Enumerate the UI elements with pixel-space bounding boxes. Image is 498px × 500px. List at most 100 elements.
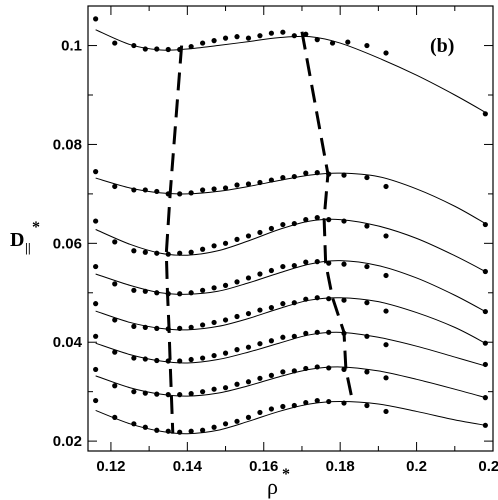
y-tick-label: 0.08: [53, 136, 82, 153]
series-curve-3: [95, 218, 486, 272]
data-point: [131, 42, 137, 49]
data-point: [131, 421, 137, 427]
data-point: [268, 30, 274, 36]
data-point: [364, 263, 370, 270]
series-curve-2: [95, 172, 486, 224]
dashed-line-2: [300, 31, 354, 401]
data-point: [188, 356, 194, 363]
data-point: [280, 403, 286, 410]
data-point: [314, 37, 320, 43]
data-point: [234, 279, 240, 285]
data-point: [131, 248, 137, 254]
data-point: [257, 307, 263, 313]
data-point: [291, 368, 297, 374]
data-point: [222, 185, 229, 191]
series-curve-6: [95, 331, 486, 367]
data-point: [211, 186, 217, 192]
data-point: [245, 310, 252, 317]
data-point: [112, 183, 118, 190]
data-point: [177, 291, 183, 297]
data-point: [142, 249, 148, 255]
data-point: [165, 392, 171, 398]
data-point: [329, 40, 336, 46]
data-point: [482, 308, 488, 315]
x-tick-label: 0.2: [406, 458, 427, 475]
data-point: [364, 223, 370, 229]
data-point: [482, 422, 488, 428]
data-point: [165, 251, 171, 257]
y-axis-label-sub: ||: [25, 240, 31, 255]
data-point: [154, 357, 160, 364]
data-point: [177, 392, 183, 398]
data-point: [291, 402, 297, 409]
data-point: [257, 341, 263, 347]
data-point: [177, 429, 183, 435]
data-point: [291, 220, 297, 227]
data-point: [142, 356, 148, 362]
data-point: [326, 329, 332, 335]
y-axis-label-sup: *: [32, 219, 40, 236]
data-point: [482, 395, 488, 401]
data-point: [93, 169, 99, 175]
data-point: [482, 268, 488, 275]
data-point: [165, 326, 171, 332]
data-point: [291, 300, 297, 306]
data-point: [245, 344, 252, 350]
data-point: [280, 263, 286, 270]
data-point: [131, 389, 137, 395]
data-point: [234, 347, 240, 353]
x-tick-label: 0.16: [249, 458, 278, 475]
data-point: [314, 329, 320, 335]
data-point: [188, 190, 194, 196]
data-point: [234, 418, 240, 424]
data-point: [200, 40, 206, 46]
data-point: [211, 285, 217, 291]
data-point: [482, 361, 488, 368]
data-point: [383, 272, 389, 279]
data-point: [188, 391, 194, 397]
data-point: [303, 170, 309, 176]
data-point: [280, 369, 286, 375]
data-point: [364, 300, 370, 306]
data-point: [234, 236, 240, 242]
data-point: [131, 287, 137, 293]
data-point: [341, 172, 347, 178]
data-point: [280, 221, 286, 228]
data-point: [364, 402, 370, 409]
data-point: [222, 350, 229, 356]
data-point: [200, 287, 206, 293]
y-tick-label: 0.06: [53, 235, 82, 252]
data-point: [383, 375, 389, 381]
data-point: [142, 46, 148, 52]
data-point: [222, 240, 229, 246]
data-point: [245, 181, 252, 187]
data-point: [341, 218, 347, 224]
data-point: [268, 225, 274, 232]
data-point: [93, 263, 99, 270]
data-point: [326, 217, 332, 223]
data-point: [341, 330, 347, 336]
data-point: [211, 243, 217, 249]
data-point: [142, 390, 148, 396]
data-point: [142, 424, 148, 430]
x-axis-label-sup: *: [282, 466, 290, 483]
data-point: [364, 369, 370, 375]
panel-label: (b): [430, 35, 454, 57]
data-point: [200, 389, 206, 395]
data-point: [268, 406, 274, 412]
data-point: [291, 33, 297, 39]
data-point: [112, 383, 118, 389]
data-point: [326, 296, 332, 302]
dashed-line-1: [164, 45, 184, 434]
data-point: [222, 35, 229, 41]
data-point: [326, 260, 332, 266]
data-point: [93, 218, 99, 224]
data-point: [154, 250, 160, 256]
y-axis-label: D || *: [10, 219, 40, 255]
data-point: [112, 414, 118, 420]
data-point: [383, 408, 389, 415]
data-point: [482, 340, 488, 346]
data-point: [482, 221, 488, 228]
data-point: [177, 191, 183, 197]
